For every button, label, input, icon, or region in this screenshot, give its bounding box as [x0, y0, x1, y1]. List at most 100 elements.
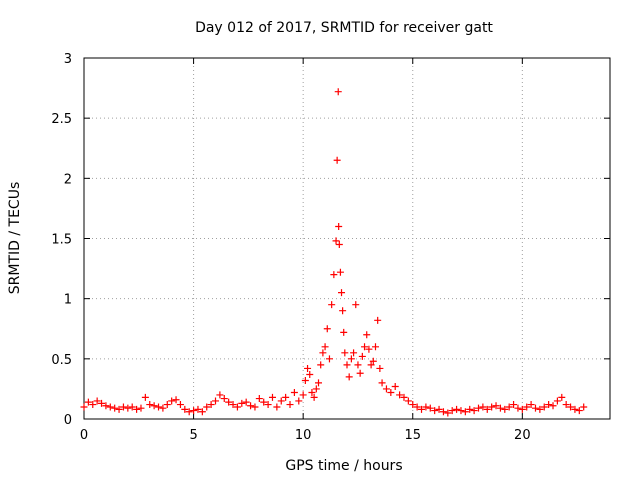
data-point: [124, 404, 132, 412]
data-point: [350, 349, 358, 357]
data-point: [181, 405, 189, 413]
data-point: [225, 398, 233, 406]
data-point: [333, 156, 341, 164]
data-point: [356, 369, 364, 377]
data-point: [312, 385, 320, 393]
data-point: [413, 403, 421, 411]
data-point: [323, 325, 331, 333]
data-point: [137, 404, 145, 412]
data-point: [518, 405, 526, 413]
data-point: [558, 393, 566, 401]
data-point: [409, 401, 417, 409]
data-point: [466, 405, 474, 413]
data-point: [378, 379, 386, 387]
data-point: [80, 403, 88, 411]
data-point: [439, 408, 447, 416]
data-point: [354, 361, 362, 369]
data-point: [536, 405, 544, 413]
data-point: [501, 405, 509, 413]
data-point: [444, 409, 452, 417]
y-tick-label: 3: [64, 52, 72, 67]
data-point: [376, 364, 384, 372]
data-point: [247, 402, 255, 410]
y-axis-label: SRMTID / TECUs: [7, 182, 23, 295]
data-point: [391, 383, 399, 391]
data-point: [159, 404, 167, 412]
data-point: [382, 385, 390, 393]
data-point: [492, 402, 500, 410]
data-point: [514, 404, 522, 412]
data-point: [374, 316, 382, 324]
data-point: [317, 361, 325, 369]
data-point: [229, 401, 237, 409]
data-point: [198, 408, 206, 416]
data-point: [345, 373, 353, 381]
data-point: [233, 403, 241, 411]
data-point: [475, 404, 482, 412]
data-point: [531, 404, 539, 412]
y-tick-label: 0: [64, 413, 72, 428]
data-point: [523, 403, 531, 411]
data-point: [580, 403, 588, 411]
data-point: [335, 241, 343, 249]
data-point: [365, 345, 373, 353]
data-point: [84, 398, 92, 406]
data-point: [571, 405, 579, 413]
data-point: [203, 403, 211, 411]
y-tick-label: 2.5: [51, 112, 72, 127]
data-point: [299, 391, 307, 399]
data-point: [347, 355, 355, 363]
data-point: [343, 361, 351, 369]
data-point: [496, 404, 504, 412]
data-point: [422, 403, 430, 411]
data-point: [295, 397, 303, 405]
data-point: [470, 407, 478, 415]
data-point: [431, 407, 439, 415]
data-point: [404, 397, 412, 405]
data-point: [340, 328, 348, 336]
data-point: [400, 393, 408, 401]
data-point: [194, 405, 202, 413]
data-point: [168, 397, 176, 405]
data-point: [277, 397, 285, 405]
data-point: [238, 399, 246, 407]
grid-lines: [84, 58, 610, 419]
data-point: [190, 407, 198, 415]
data-point: [212, 397, 219, 405]
data-point: [553, 397, 561, 405]
data-point: [286, 401, 294, 409]
data-point: [369, 357, 377, 365]
data-point: [371, 343, 379, 351]
data-point: [321, 343, 329, 351]
x-tick-label: 5: [189, 428, 197, 443]
data-point: [185, 408, 193, 416]
y-tick-label: 1: [64, 293, 72, 308]
data-point: [301, 376, 309, 384]
data-point: [155, 403, 163, 411]
x-axis-label: GPS time / hours: [285, 458, 402, 474]
data-point: [330, 271, 338, 279]
data-point: [341, 349, 349, 357]
data-point: [128, 403, 136, 411]
data-point: [251, 403, 259, 411]
data-point: [418, 405, 426, 413]
data-point: [575, 407, 583, 415]
data-point: [98, 399, 106, 407]
data-point: [527, 401, 535, 409]
data-point: [461, 408, 469, 416]
data-point: [325, 355, 333, 363]
data-point: [268, 393, 276, 401]
data-point: [264, 401, 272, 409]
data-point: [93, 397, 101, 405]
axis-ticks: 0 5 10 15 20 0 0.5 1 1.5 2 2.5 3: [51, 52, 610, 443]
data-point: [352, 301, 360, 309]
data-point: [163, 401, 171, 409]
data-point: [549, 402, 557, 410]
data-series-srmtid: [80, 88, 588, 417]
data-point: [396, 391, 404, 399]
y-tick-label: 2: [64, 172, 72, 187]
data-point: [540, 403, 548, 411]
chart-title: Day 012 of 2017, SRMTID for receiver gat…: [195, 20, 493, 36]
data-point: [89, 401, 97, 409]
